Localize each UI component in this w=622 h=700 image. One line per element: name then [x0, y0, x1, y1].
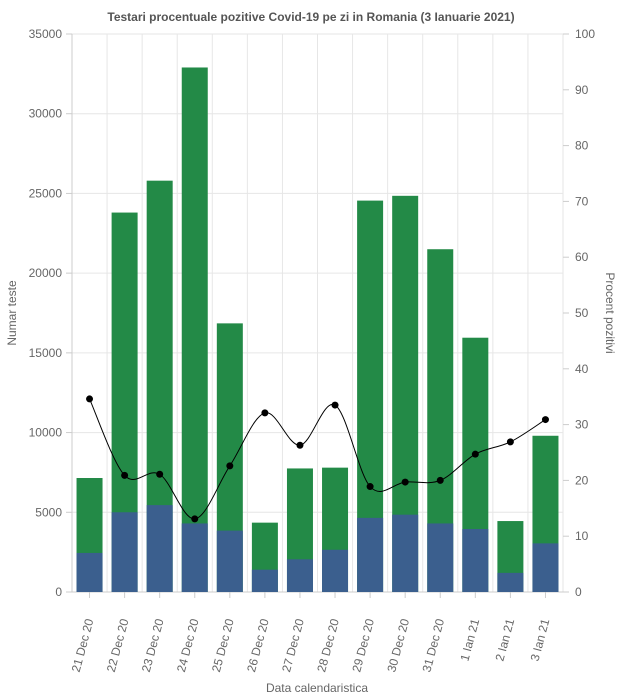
- y2-tick-label: 20: [575, 473, 589, 487]
- positive-bar: [357, 517, 384, 592]
- positive-bar: [497, 572, 524, 592]
- x-tick-label: 21 Dec 20: [69, 617, 97, 674]
- chart-title: Testari procentuale pozitive Covid-19 pe…: [107, 10, 514, 24]
- positive-bar: [427, 523, 454, 592]
- x-tick-label: 30 Dec 20: [384, 617, 412, 674]
- x-axis-label: Data calendaristica: [266, 681, 368, 695]
- y-tick-label: 0: [55, 585, 62, 599]
- y-tick-label: 15000: [29, 346, 63, 360]
- y-axis-label: Numar teste: [5, 280, 19, 346]
- x-tick-label: 1 Ian 21: [457, 617, 482, 663]
- x-tick-label: 28 Dec 20: [314, 617, 342, 674]
- y-tick-label: 30000: [29, 107, 63, 121]
- percent-point: [471, 450, 479, 458]
- gridlines: [71, 33, 564, 593]
- positive-bar: [181, 523, 208, 592]
- y2-tick-label: 60: [575, 250, 589, 264]
- y-tick-label: 35000: [29, 27, 63, 41]
- x-tick-label: 31 Dec 20: [419, 617, 447, 674]
- y2-tick-label: 100: [575, 27, 595, 41]
- y-axis-ticks: 0 5000 10000 15000 20000 25000 30000 35000: [29, 27, 72, 599]
- positive-bar: [216, 530, 243, 592]
- positive-bar: [322, 549, 349, 592]
- y2-tick-label: 30: [575, 418, 589, 432]
- percent-point: [86, 395, 94, 403]
- y2-tick-label: 50: [575, 306, 589, 320]
- x-tick-label: 24 Dec 20: [174, 617, 202, 674]
- positive-bar: [286, 559, 313, 592]
- percent-point: [296, 441, 304, 449]
- y2-tick-label: 40: [575, 362, 589, 376]
- y2-tick-label: 0: [575, 585, 582, 599]
- y2-axis-ticks: 0 10 20 30 40 50 60 70 80 90 100: [563, 27, 595, 599]
- positive-bar: [462, 529, 489, 592]
- percent-point: [121, 471, 129, 479]
- positive-bar: [111, 512, 138, 592]
- percent-point: [156, 470, 164, 478]
- positive-bars: [76, 505, 559, 592]
- y-tick-label: 5000: [35, 505, 62, 519]
- y-tick-label: 20000: [29, 266, 63, 280]
- percent-point: [191, 515, 199, 523]
- total-bar: [181, 67, 208, 593]
- y2-axis-label: Procent pozitivi: [603, 272, 617, 353]
- y2-tick-label: 90: [575, 83, 589, 97]
- x-axis-ticks: 21 Dec 20 22 Dec 20 23 Dec 20 24 Dec 20 25 D…: [69, 592, 553, 674]
- positive-bar: [392, 514, 419, 592]
- x-tick-label: 2 Ian 21: [493, 617, 518, 663]
- percent-point: [436, 476, 444, 484]
- percent-point: [366, 483, 374, 491]
- y2-tick-label: 10: [575, 529, 589, 543]
- percent-point: [506, 438, 514, 446]
- x-tick-label: 22 Dec 20: [104, 617, 132, 674]
- percent-point: [226, 462, 234, 470]
- percent-point: [261, 409, 269, 417]
- x-tick-label: 23 Dec 20: [139, 617, 167, 674]
- y-tick-label: 10000: [29, 426, 63, 440]
- y-tick-label: 25000: [29, 186, 63, 200]
- x-tick-label: 27 Dec 20: [279, 617, 307, 674]
- positive-bar: [251, 569, 278, 592]
- x-tick-label: 3 Ian 21: [528, 617, 553, 663]
- x-tick-label: 29 Dec 20: [349, 617, 377, 674]
- percent-line: [86, 395, 549, 523]
- positive-bar: [532, 543, 559, 592]
- percent-point: [541, 416, 549, 424]
- percent-point: [331, 401, 339, 409]
- x-tick-label: 26 Dec 20: [244, 617, 272, 674]
- positive-bar: [76, 552, 103, 592]
- y2-tick-label: 80: [575, 139, 589, 153]
- percent-point: [401, 478, 409, 486]
- positive-bar: [146, 505, 173, 592]
- x-tick-label: 25 Dec 20: [209, 617, 237, 674]
- y2-tick-label: 70: [575, 194, 589, 208]
